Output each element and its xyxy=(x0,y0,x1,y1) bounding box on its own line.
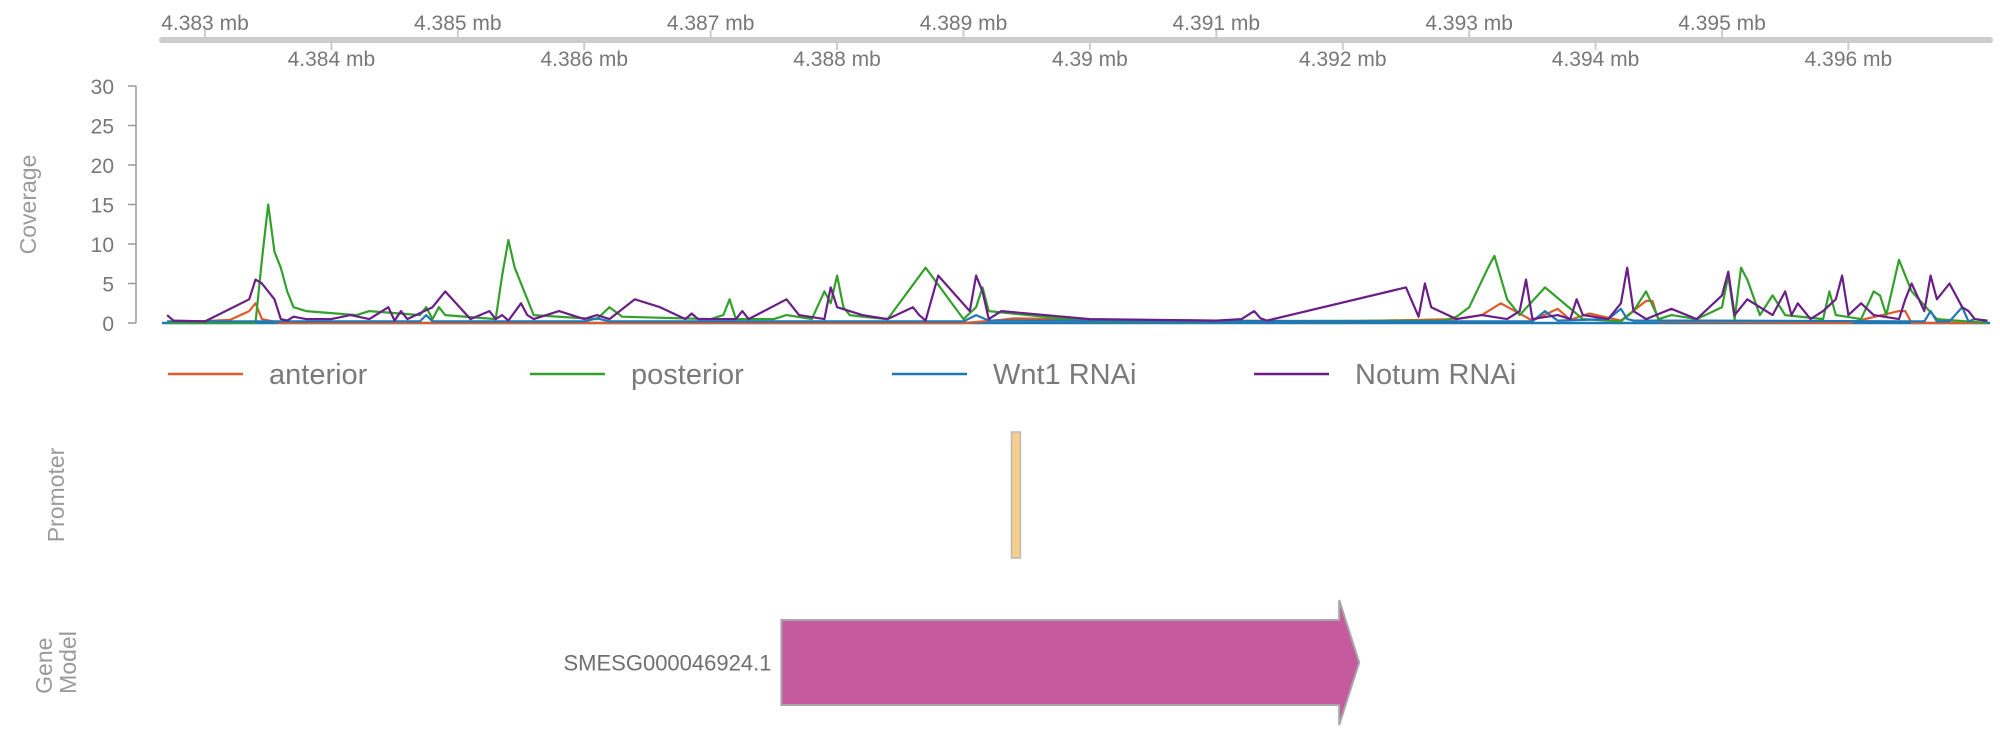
coverage-y-tick-label: 25 xyxy=(91,116,114,139)
genome-tick-label: 4.385 mb xyxy=(414,12,502,35)
coverage-y-tick-label: 15 xyxy=(91,195,114,218)
gene-model-label-line-1: Gene xyxy=(31,638,57,694)
coverage-y-tick-label: 30 xyxy=(91,76,114,99)
promoter-track: Promoter xyxy=(43,431,1022,559)
genome-tick-label: 4.388 mb xyxy=(793,48,881,71)
coverage-y-tick-label: 0 xyxy=(102,313,114,336)
genome-tick-label: 4.387 mb xyxy=(667,12,755,35)
coverage-y-tick-label: 5 xyxy=(102,274,114,297)
coverage-y-ticks: 0 5 10 15 20 25 30 xyxy=(91,76,136,336)
coverage-series-line-wnt1-rnai xyxy=(167,306,1988,323)
genome-tick-label: 4.394 mb xyxy=(1552,48,1640,71)
genome-tick-label: 4.395 mb xyxy=(1678,12,1766,35)
genome-tick-label: 4.392 mb xyxy=(1299,48,1387,71)
coverage-series-line-notum-rnai xyxy=(166,266,1988,323)
genome-tick-label: 4.391 mb xyxy=(1173,12,1261,35)
genome-tick-label: 4.393 mb xyxy=(1425,12,1513,35)
coverage-y-tick-label: 20 xyxy=(91,155,114,178)
coverage-y-tick-label: 10 xyxy=(91,234,114,257)
gene-model-track-label: Gene Model xyxy=(31,631,81,694)
legend-label-anterior: anterior xyxy=(269,359,368,391)
genome-tick-label: 4.386 mb xyxy=(540,48,628,71)
legend-label-posterior: posterior xyxy=(631,359,744,391)
gene-model-label: SMESG000046924.1 xyxy=(564,651,772,676)
coverage-track: Coverage 0 5 10 15 20 25 30 xyxy=(15,76,1990,336)
coverage-series-line-posterior xyxy=(167,203,1988,325)
genome-tick-label: 4.389 mb xyxy=(920,12,1008,35)
genome-tick-label: 4.39 mb xyxy=(1052,48,1128,71)
genome-tick-label: 4.396 mb xyxy=(1805,48,1893,71)
genome-axis: 4.383 mb 4.385 mb 4.387 mb 4.389 mb 4.391 mb… xyxy=(159,12,1993,71)
genome-tick-label: 4.383 mb xyxy=(161,12,249,35)
promoter-feature xyxy=(1010,431,1022,559)
legend-label-notum-rnai: Notum RNAi xyxy=(1355,359,1516,391)
gene-model-arrow xyxy=(780,599,1361,726)
gene-model-label-line-2: Model xyxy=(55,631,81,694)
genome-tick-label: 4.384 mb xyxy=(288,48,376,71)
coverage-series-group xyxy=(162,203,1990,325)
legend: anterior posterior Wnt1 RNAi Notum RNAi xyxy=(168,359,1516,391)
gene-features: SMESG000046924.1 xyxy=(564,599,1361,726)
gene-model-track: Gene Model SMESG000046924.1 xyxy=(31,599,1361,726)
promoter-track-label: Promoter xyxy=(43,447,69,542)
coverage-axis-label: Coverage xyxy=(15,155,41,255)
genome-axis-ticks: 4.383 mb 4.385 mb 4.387 mb 4.389 mb 4.391 mb… xyxy=(161,12,1892,71)
promoter-features xyxy=(1010,431,1022,559)
legend-label-wnt1-rnai: Wnt1 RNAi xyxy=(993,359,1136,391)
